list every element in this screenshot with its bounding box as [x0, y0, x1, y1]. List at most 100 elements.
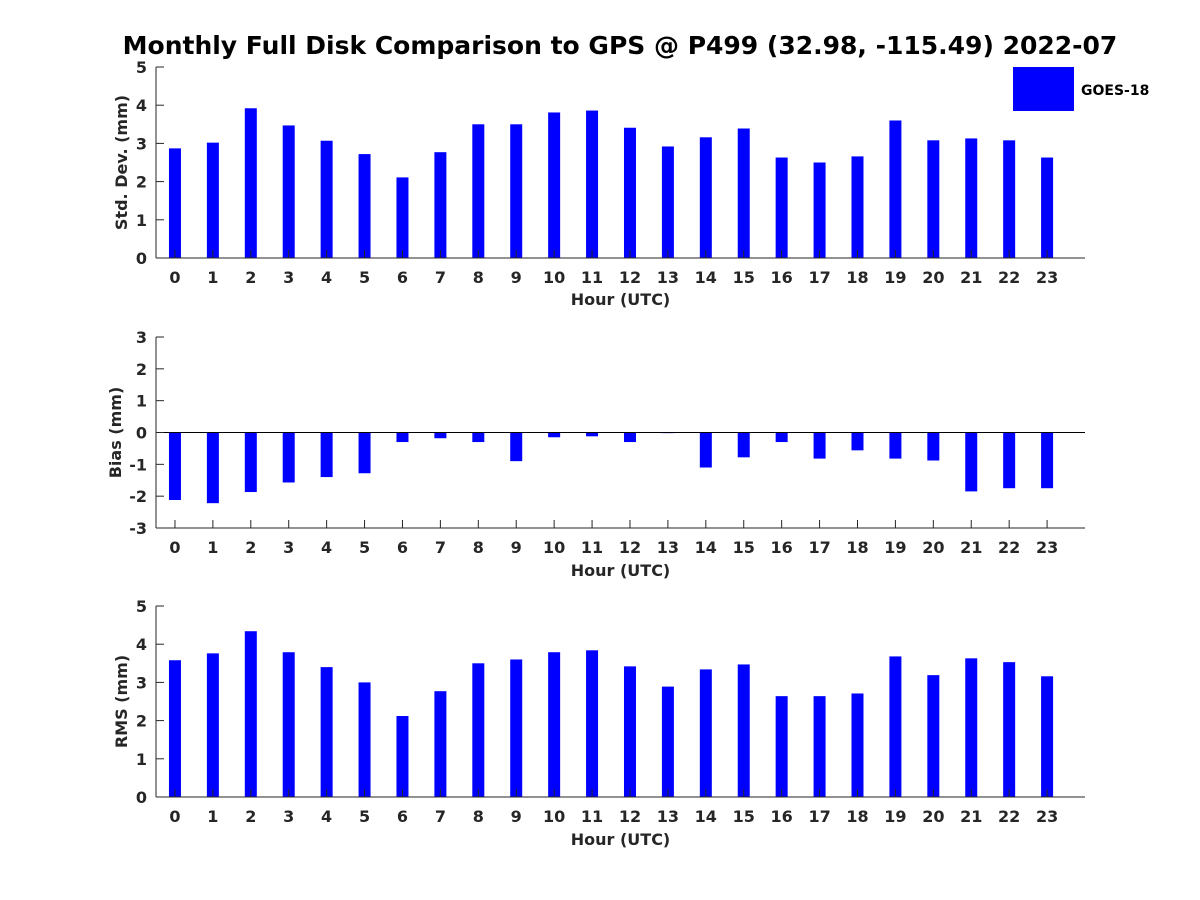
x-tick-label: 23	[1036, 807, 1058, 826]
bar-10	[548, 112, 561, 259]
bar-8	[472, 124, 485, 258]
bar-23	[1041, 676, 1054, 797]
bar-4	[320, 667, 333, 797]
y-tick-label: 1	[136, 750, 147, 769]
bar-20	[927, 140, 940, 258]
x-tick-label: 16	[771, 268, 793, 287]
x-tick-label: 20	[922, 807, 944, 826]
x-tick-label: 13	[657, 538, 679, 557]
x-tick-label: 20	[922, 268, 944, 287]
x-tick-label: 21	[960, 538, 982, 557]
x-tick-label: 8	[473, 268, 484, 287]
bar-9	[510, 659, 523, 797]
bar-16	[775, 432, 788, 443]
bar-4	[320, 140, 333, 258]
x-tick-label: 22	[998, 538, 1020, 557]
x-tick-label: 19	[884, 807, 906, 826]
x-tick-label: 6	[397, 268, 408, 287]
bar-15	[737, 664, 750, 797]
legend-label: GOES-18	[1081, 83, 1149, 99]
x-tick-label: 10	[543, 268, 565, 287]
y-axis-label: RMS (mm)	[112, 655, 131, 748]
bar-6	[396, 432, 409, 443]
bar-5	[358, 682, 371, 797]
bar-2	[244, 432, 257, 493]
bar-1	[206, 432, 219, 504]
x-tick-label: 12	[619, 268, 641, 287]
x-tick-label: 17	[808, 268, 830, 287]
bar-17	[813, 162, 826, 258]
y-tick-label: 3	[136, 134, 147, 153]
x-tick-label: 16	[771, 538, 793, 557]
y-tick-label: 0	[136, 788, 147, 807]
x-axis-label: Hour (UTC)	[571, 290, 671, 309]
x-tick-label: 8	[473, 538, 484, 557]
x-tick-label: 18	[846, 538, 868, 557]
bar-11	[586, 110, 599, 258]
bar-0	[168, 660, 181, 797]
y-tick-label: 2	[136, 173, 147, 192]
bar-20	[927, 432, 940, 461]
bar-23	[1041, 157, 1054, 258]
x-axis-label: Hour (UTC)	[571, 561, 671, 580]
x-tick-label: 0	[169, 538, 180, 557]
bar-22	[1003, 432, 1016, 489]
y-tick-label: 4	[136, 96, 147, 115]
x-tick-label: 19	[884, 268, 906, 287]
x-tick-label: 15	[733, 538, 755, 557]
legend-swatch	[1013, 67, 1074, 111]
bar-19	[889, 656, 902, 797]
bar-22	[1003, 662, 1016, 797]
x-tick-label: 4	[321, 807, 332, 826]
bar-21	[965, 138, 978, 258]
y-tick-label: 5	[136, 597, 147, 616]
bar-2	[244, 108, 257, 258]
bar-18	[851, 156, 864, 258]
bar-16	[775, 696, 788, 797]
x-tick-label: 17	[808, 538, 830, 557]
y-axis-label: Std. Dev. (mm)	[112, 95, 131, 230]
x-tick-label: 1	[207, 268, 218, 287]
x-tick-label: 5	[359, 807, 370, 826]
x-tick-label: 5	[359, 538, 370, 557]
bar-14	[699, 669, 712, 797]
x-tick-label: 7	[435, 268, 446, 287]
x-tick-label: 9	[511, 268, 522, 287]
y-tick-label: 3	[136, 673, 147, 692]
x-tick-label: 21	[960, 268, 982, 287]
x-tick-label: 8	[473, 807, 484, 826]
bar-16	[775, 157, 788, 258]
bar-9	[510, 432, 523, 462]
bar-19	[889, 432, 902, 459]
x-tick-label: 3	[283, 268, 294, 287]
legend: GOES-18	[1013, 67, 1149, 111]
x-tick-label: 3	[283, 538, 294, 557]
bar-13	[661, 686, 674, 797]
bar-21	[965, 432, 978, 492]
bar-2	[244, 631, 257, 797]
y-tick-label: -1	[129, 455, 147, 474]
bar-9	[510, 124, 523, 258]
x-tick-label: 2	[245, 538, 256, 557]
x-tick-label: 4	[321, 538, 332, 557]
x-tick-label: 4	[321, 268, 332, 287]
bar-10	[548, 432, 561, 438]
bar-7	[434, 691, 447, 797]
x-tick-label: 7	[435, 807, 446, 826]
bar-3	[282, 125, 295, 258]
bar-0	[168, 148, 181, 258]
bar-14	[699, 432, 712, 468]
x-tick-label: 17	[808, 807, 830, 826]
x-tick-label: 19	[884, 538, 906, 557]
x-tick-label: 1	[207, 807, 218, 826]
bar-19	[889, 120, 902, 258]
x-tick-label: 2	[245, 807, 256, 826]
bar-6	[396, 177, 409, 258]
x-tick-label: 7	[435, 538, 446, 557]
bar-15	[737, 128, 750, 258]
x-tick-label: 22	[998, 268, 1020, 287]
bar-22	[1003, 140, 1016, 258]
x-tick-label: 9	[511, 807, 522, 826]
